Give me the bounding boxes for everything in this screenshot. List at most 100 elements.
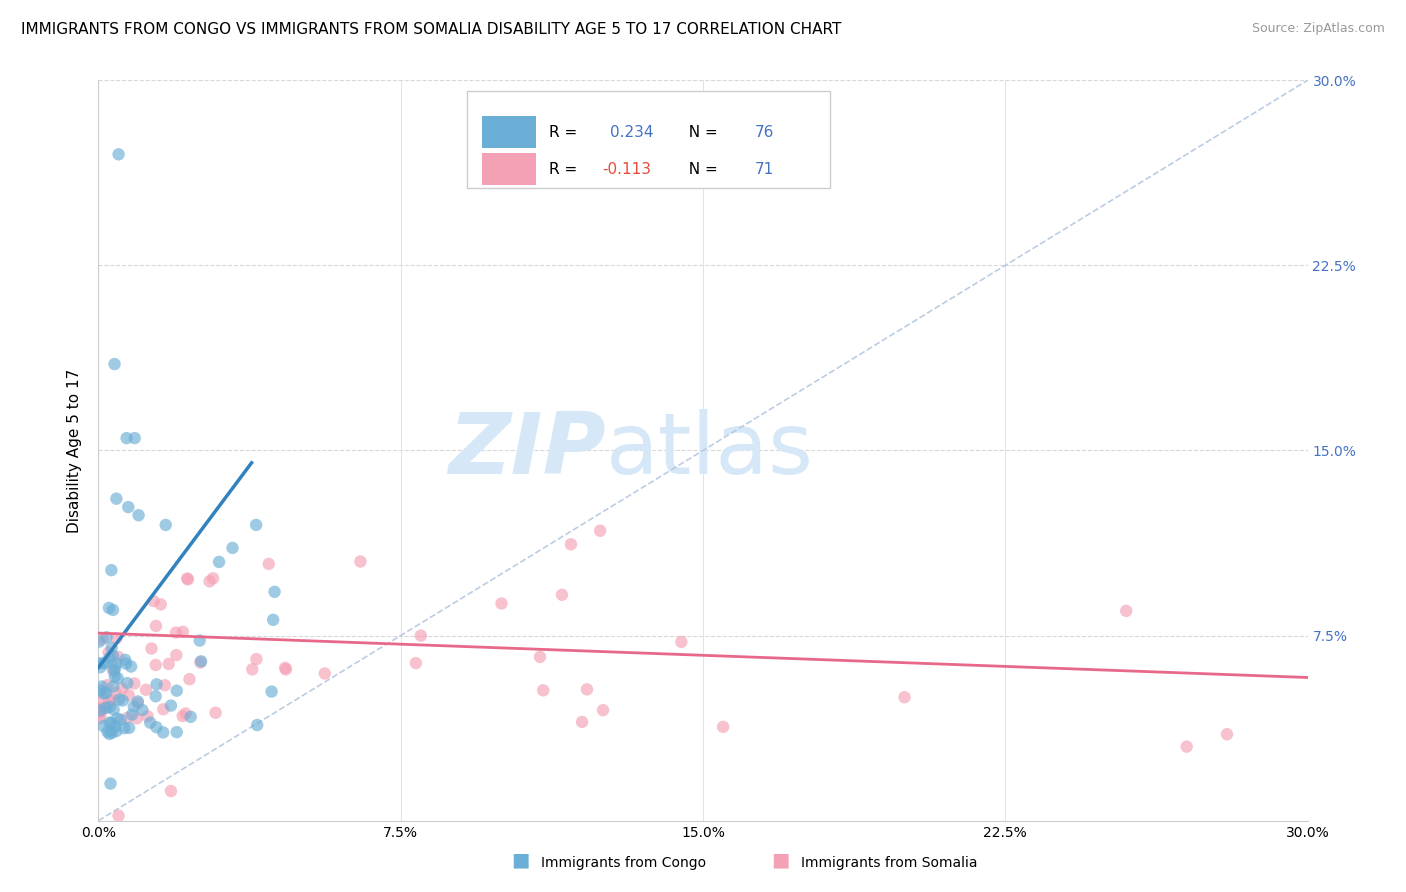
Point — [1175, 739, 1198, 754]
Point — [145, 720, 167, 734]
Point — [671, 635, 693, 649]
Point — [135, 682, 157, 697]
Point — [111, 693, 134, 707]
Point — [91, 719, 114, 733]
Point — [96, 678, 118, 692]
Point — [240, 662, 263, 676]
Point — [115, 676, 138, 690]
Point — [190, 656, 212, 670]
Point — [89, 711, 111, 725]
Point — [314, 666, 336, 681]
Point — [145, 677, 167, 691]
Point — [105, 711, 128, 725]
Point — [174, 706, 197, 721]
Point — [145, 657, 167, 672]
Point — [107, 649, 129, 664]
Point — [152, 702, 174, 716]
Point — [180, 710, 202, 724]
Point — [96, 686, 118, 700]
Point — [104, 669, 127, 683]
Point — [89, 660, 111, 674]
Point — [105, 657, 128, 671]
Point — [114, 653, 136, 667]
Point — [103, 702, 125, 716]
Point — [198, 574, 221, 589]
Point — [118, 721, 141, 735]
Point — [141, 641, 163, 656]
Point — [145, 690, 167, 704]
Point — [110, 713, 132, 727]
Point — [120, 659, 142, 673]
Point — [166, 683, 188, 698]
Point — [103, 680, 125, 694]
Point — [491, 597, 513, 611]
Text: ■: ■ — [770, 851, 790, 870]
Point — [208, 555, 231, 569]
Point — [245, 517, 267, 532]
Point — [263, 584, 285, 599]
FancyBboxPatch shape — [467, 91, 830, 187]
Bar — [482, 153, 536, 186]
Point — [246, 718, 269, 732]
Point — [1216, 727, 1239, 741]
Point — [94, 657, 117, 671]
Point — [262, 613, 284, 627]
Point — [149, 598, 172, 612]
Point — [104, 661, 127, 675]
Text: N =: N = — [679, 161, 723, 177]
Point — [157, 657, 180, 671]
Point — [349, 555, 371, 569]
Point — [87, 705, 110, 719]
Point — [166, 725, 188, 739]
Point — [90, 683, 112, 698]
Point — [204, 706, 226, 720]
Point — [711, 720, 734, 734]
Point — [172, 624, 194, 639]
Point — [139, 715, 162, 730]
Point — [100, 776, 122, 791]
Point — [89, 704, 111, 718]
Point — [153, 678, 176, 692]
Point — [97, 645, 120, 659]
Point — [115, 431, 138, 445]
Point — [176, 572, 198, 586]
Point — [245, 652, 267, 666]
Text: atlas: atlas — [606, 409, 814, 492]
Text: Source: ZipAtlas.com: Source: ZipAtlas.com — [1251, 22, 1385, 36]
Bar — [482, 116, 536, 148]
Point — [160, 698, 183, 713]
Point — [90, 701, 112, 715]
Point — [136, 709, 159, 723]
Text: R =: R = — [550, 161, 582, 177]
Point — [101, 603, 124, 617]
Point — [98, 650, 121, 665]
Y-axis label: Disability Age 5 to 17: Disability Age 5 to 17 — [67, 368, 83, 533]
Point — [405, 656, 427, 670]
Point — [155, 517, 177, 532]
Point — [529, 650, 551, 665]
Point — [101, 663, 124, 677]
Point — [103, 357, 125, 371]
Point — [105, 724, 128, 739]
Point — [560, 537, 582, 551]
Point — [124, 676, 146, 690]
Text: 71: 71 — [755, 161, 775, 177]
Point — [128, 508, 150, 523]
Point — [103, 664, 125, 678]
Text: R =: R = — [550, 125, 582, 140]
Text: Immigrants from Somalia: Immigrants from Somalia — [801, 855, 979, 870]
Point — [121, 707, 143, 722]
Point — [93, 701, 115, 715]
Point — [107, 147, 129, 161]
Point — [117, 500, 139, 514]
Point — [160, 784, 183, 798]
Point — [592, 703, 614, 717]
Point — [202, 571, 225, 585]
Point — [87, 656, 110, 670]
Point — [127, 697, 149, 711]
Point — [145, 619, 167, 633]
Point — [96, 630, 118, 644]
Point — [90, 707, 112, 722]
Point — [108, 692, 131, 706]
Point — [97, 601, 120, 615]
